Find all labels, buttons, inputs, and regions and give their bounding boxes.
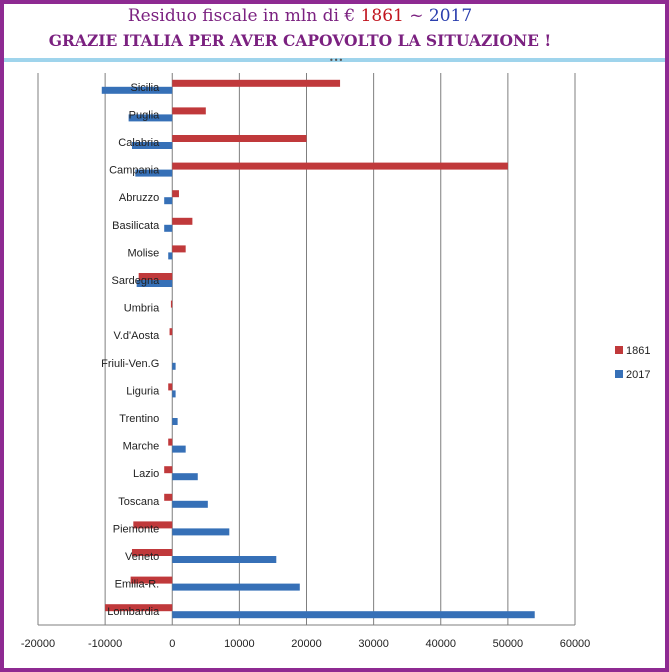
bar-2017 [172,418,178,425]
chart-area: Sicilia Puglia Calabria Campania Abruzzo Basi… [4,63,665,668]
bar-1861 [172,107,206,115]
bar-1861 [170,300,173,308]
resize-grip-icon[interactable]: ••• [329,56,344,65]
category-label: Marche [123,441,160,453]
tick-label: 60000 [560,638,591,650]
tick-label: 10000 [224,638,255,650]
bar-2017 [136,280,173,287]
category-label: Basilicata [112,220,160,232]
bar-2017 [128,114,173,122]
category-label: Puglia [129,109,160,121]
category-label: Umbria [124,303,160,315]
tick-label: 30000 [358,638,389,650]
bar-2017 [172,390,176,398]
bar-1861 [172,217,193,225]
category-label: Lazio [133,468,159,480]
tick-label: 20000 [291,638,322,650]
bar-2017 [172,556,277,563]
bar-1861 [133,521,173,529]
title-year-2017: 2017 [428,6,473,26]
category-label: Sardegna [112,275,161,287]
tick-label: -20000 [21,638,55,650]
bar-2017 [172,583,300,591]
category-label: Molise [127,247,159,259]
category-label: Calabria [118,137,160,149]
bar-1861 [130,576,173,584]
bar-2017 [172,445,186,453]
chart-subtitle: GRAZIE ITALIA PER AVER CAPOVOLTO LA SITU… [48,31,552,50]
bar-2017 [172,528,230,536]
bar-2017 [101,86,173,94]
title-year-1861: 1861 [360,6,404,26]
bar-1861 [172,135,307,142]
category-label: Friuli-Ven.G [101,358,159,370]
bar-2017 [131,142,173,149]
bar-1861 [105,604,173,612]
bar-2017 [164,197,173,205]
bar-2017 [172,473,198,481]
category-label: Emilia-R. [115,579,160,591]
tick-label: 40000 [425,638,456,650]
bar-2017 [168,252,173,260]
bar-chart: Sicilia Puglia Calabria Campania Abruzzo Basi… [21,73,650,650]
bar-1861 [164,466,173,474]
category-label: Campania [109,165,160,177]
bar-1861 [131,549,173,556]
bar-1861 [172,79,341,87]
legend-label-2017: 2017 [626,369,650,381]
legend-label-1861: 1861 [626,345,650,357]
category-label: Lombardia [107,606,160,618]
bar-1861 [164,493,173,501]
category-label: Piemonte [113,523,159,535]
legend-swatch-2017 [615,370,623,378]
title-text: Residuo fiscale in mln di € [127,6,361,26]
category-label: Liguria [126,385,160,397]
tick-label: 50000 [493,638,524,650]
category-label: Trentino [119,413,159,425]
bar-2017 [172,500,208,508]
bar-2017 [135,169,173,177]
bar-1861 [172,245,186,253]
category-label: Abruzzo [119,192,159,204]
bar-1861 [168,383,173,391]
bar-1861 [172,162,508,170]
bar-1861 [168,438,173,446]
category-label: V.d'Aosta [114,330,161,342]
category-label: Sicilia [131,82,161,94]
bar-2017 [172,611,535,619]
chart-title: Residuo fiscale in mln di € 1861 ~ 2017 [0,6,600,26]
legend-swatch-1861 [615,346,623,354]
title-separator: ~ [403,6,429,26]
category-label: Toscana [118,496,160,508]
panel-divider[interactable] [4,58,665,62]
tick-label: 0 [169,638,175,650]
tick-label: -10000 [88,638,122,650]
bar-1861 [172,190,179,198]
bar-1861 [169,328,173,336]
category-label: Veneto [125,551,159,563]
bar-2017 [164,224,173,232]
bar-1861 [138,273,173,280]
bar-2017 [172,362,176,370]
